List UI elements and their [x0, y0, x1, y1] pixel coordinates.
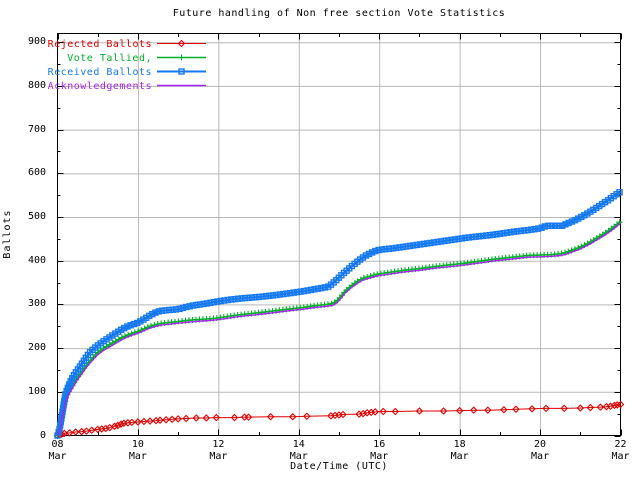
y-tick-label: 400	[27, 254, 46, 266]
x-tick-label: 10 Mar	[128, 439, 147, 462]
legend-label: Received Ballots	[48, 67, 152, 78]
gridlines	[57, 33, 621, 436]
series-vote-tallied	[54, 219, 623, 439]
y-tick-label: 800	[27, 79, 46, 91]
series-acknowledgements	[56, 222, 621, 436]
y-tick-label: 500	[27, 211, 46, 223]
y-tick-label: 900	[27, 36, 46, 48]
chart-title: Future handling of Non free section Vote…	[172, 8, 506, 19]
y-tick-label: 600	[27, 167, 46, 179]
axes	[57, 33, 622, 437]
legend-label: Vote Tallied,	[67, 53, 152, 64]
y-tick-label: 300	[27, 298, 46, 310]
series-rejected-ballots	[53, 400, 625, 440]
legend-item: Received Ballots	[48, 67, 206, 78]
legend-label: Rejected Ballots	[48, 39, 152, 50]
y-tick-label: 0	[39, 429, 46, 441]
x-tick-label: 18 Mar	[450, 439, 469, 462]
x-tick-label: 16 Mar	[370, 439, 389, 462]
y-tick-label: 100	[27, 385, 46, 397]
x-tick-label: 12 Mar	[209, 439, 228, 462]
series-received-ballots	[54, 189, 623, 439]
legend-label: Acknowledgements	[48, 81, 152, 92]
y-tick-label: 200	[27, 342, 46, 354]
x-axis-label: Date/Time (UTC)	[290, 461, 388, 472]
x-tick-label: 08 Mar	[48, 439, 67, 462]
legend-item: Rejected Ballots	[48, 39, 206, 50]
y-tick-label: 700	[27, 123, 46, 135]
x-tick-label: 14 Mar	[289, 439, 308, 462]
legend: Rejected Ballots Vote Tallied, Received Ba…	[48, 39, 206, 92]
legend-item: Vote Tallied,	[67, 53, 206, 64]
x-tick-label: 20 Mar	[531, 439, 550, 462]
legend-item: Acknowledgements	[48, 81, 206, 92]
x-tick-label: 22 Mar	[611, 439, 630, 462]
